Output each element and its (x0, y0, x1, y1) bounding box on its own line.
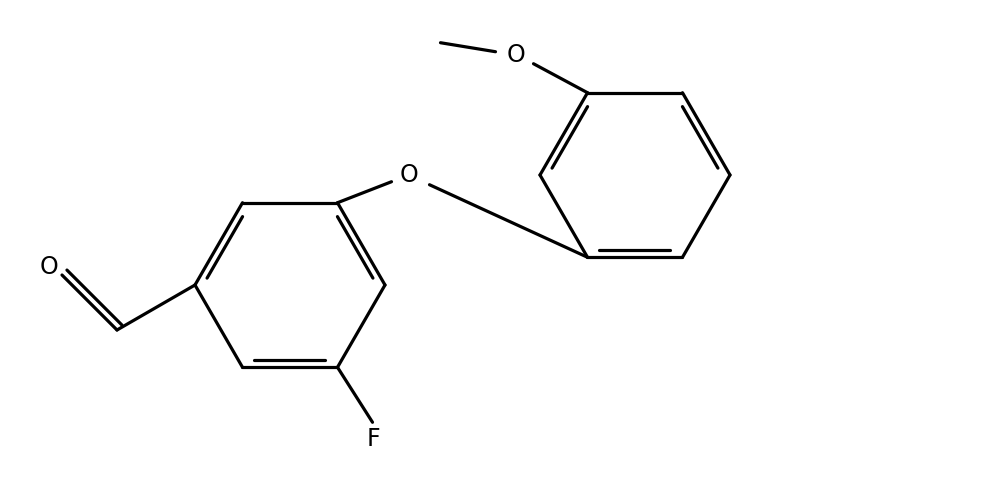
Text: O: O (506, 43, 525, 67)
Text: O: O (39, 255, 58, 279)
Text: O: O (400, 163, 418, 187)
Text: F: F (367, 427, 380, 451)
